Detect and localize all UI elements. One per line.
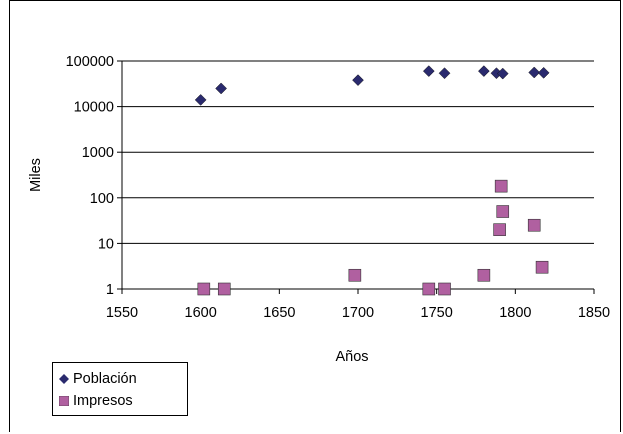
impresos-point bbox=[496, 205, 510, 218]
impresos-point bbox=[217, 282, 231, 296]
x-tick-label: 1800 bbox=[499, 305, 531, 321]
legend-label-impresos: Impresos bbox=[73, 393, 133, 409]
poblacion-point bbox=[215, 82, 227, 95]
poblacion-point bbox=[528, 66, 541, 79]
y-tick-label: 100 bbox=[90, 191, 114, 207]
impresos-point bbox=[348, 268, 362, 282]
poblacion-point bbox=[537, 66, 550, 79]
square-icon bbox=[59, 396, 69, 407]
legend-item-poblacion: Población bbox=[59, 369, 137, 389]
poblacion-point bbox=[478, 65, 490, 77]
impresos-point bbox=[438, 282, 451, 296]
data-points bbox=[194, 65, 550, 296]
x-tick-label: 1850 bbox=[578, 305, 610, 321]
poblacion-point bbox=[422, 65, 435, 77]
y-tick-label: 1000 bbox=[82, 145, 114, 161]
x-tick-label: 1550 bbox=[106, 305, 138, 321]
poblacion-point bbox=[352, 74, 364, 87]
x-tick-label: 1650 bbox=[263, 305, 295, 321]
y-tick-label: 100000 bbox=[66, 54, 114, 70]
impresos-point bbox=[527, 218, 541, 232]
legend-item-impresos: Impresos bbox=[59, 391, 133, 411]
impresos-point bbox=[197, 282, 211, 296]
impresos-point bbox=[493, 223, 506, 236]
y-axis-title: Miles bbox=[28, 158, 44, 192]
y-tick-label: 1 bbox=[106, 282, 114, 298]
impresos-point bbox=[494, 179, 508, 193]
y-tick-label: 10000 bbox=[74, 100, 114, 116]
impresos-point bbox=[422, 282, 436, 296]
x-tick-label: 1600 bbox=[185, 305, 217, 321]
x-tick-label: 1700 bbox=[342, 305, 374, 321]
legend: Población Impresos bbox=[52, 362, 188, 416]
y-tick-label: 10 bbox=[98, 236, 114, 252]
grid bbox=[122, 60, 594, 290]
poblacion-point bbox=[496, 67, 509, 80]
y-tick-labels: 1 10 100 1000 10000 100000 bbox=[66, 54, 114, 298]
x-tick-labels: 1550 1600 1650 1700 1750 1800 1850 bbox=[106, 305, 610, 321]
legend-label-poblacion: Población bbox=[73, 371, 137, 387]
poblacion-point bbox=[194, 94, 207, 106]
axes bbox=[117, 60, 595, 294]
x-axis-title: Años bbox=[335, 349, 368, 365]
impresos-point bbox=[477, 268, 491, 282]
chart-frame bbox=[9, 0, 621, 432]
poblacion-point bbox=[438, 67, 451, 80]
diamond-icon bbox=[59, 374, 69, 385]
impresos-point bbox=[535, 260, 549, 274]
x-tick-label: 1750 bbox=[421, 305, 453, 321]
